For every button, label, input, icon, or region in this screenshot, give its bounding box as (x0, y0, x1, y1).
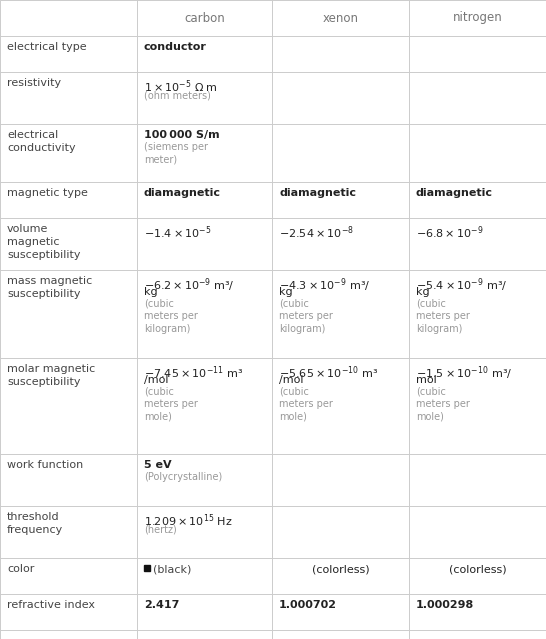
Text: $-2.54\times10^{-8}$: $-2.54\times10^{-8}$ (279, 224, 354, 241)
Text: refractive index: refractive index (7, 600, 95, 610)
Text: (cubic
meters per
kilogram): (cubic meters per kilogram) (416, 299, 470, 334)
Text: kg: kg (144, 287, 158, 297)
Text: /mol: /mol (144, 375, 169, 385)
Text: kg: kg (279, 287, 293, 297)
Text: $-1.4\times10^{-5}$: $-1.4\times10^{-5}$ (144, 224, 212, 241)
Text: diamagnetic: diamagnetic (416, 188, 493, 198)
Text: kg: kg (416, 287, 430, 297)
Text: work function: work function (7, 460, 83, 470)
Text: threshold
frequency: threshold frequency (7, 512, 63, 535)
Text: electrical
conductivity: electrical conductivity (7, 130, 76, 153)
Text: 2.417: 2.417 (144, 600, 180, 610)
Text: $-5.4\times10^{-9}$ m³/: $-5.4\times10^{-9}$ m³/ (416, 276, 507, 293)
Text: magnetic type: magnetic type (7, 188, 88, 198)
Text: nitrogen: nitrogen (453, 12, 502, 24)
Text: (colorless): (colorless) (449, 564, 506, 574)
Text: 5 eV: 5 eV (144, 460, 171, 470)
Text: (colorless): (colorless) (312, 564, 369, 574)
Text: 1.000702: 1.000702 (279, 600, 337, 610)
Text: (cubic
meters per
mole): (cubic meters per mole) (144, 387, 198, 422)
Text: (ohm meters): (ohm meters) (144, 90, 211, 100)
Text: carbon: carbon (184, 12, 225, 24)
Text: /mol: /mol (279, 375, 304, 385)
Text: resistivity: resistivity (7, 78, 61, 88)
Text: $-7.45\times10^{-11}$ m³: $-7.45\times10^{-11}$ m³ (144, 364, 243, 381)
Text: color: color (7, 564, 34, 574)
Text: $-6.2\times10^{-9}$ m³/: $-6.2\times10^{-9}$ m³/ (144, 276, 235, 293)
Text: $-6.8\times10^{-9}$: $-6.8\times10^{-9}$ (416, 224, 484, 241)
Text: conductor: conductor (144, 42, 207, 52)
Text: $-1.5\times10^{-10}$ m³/: $-1.5\times10^{-10}$ m³/ (416, 364, 512, 381)
Text: diamagnetic: diamagnetic (144, 188, 221, 198)
Text: volume
magnetic
susceptibility: volume magnetic susceptibility (7, 224, 80, 261)
Text: electrical type: electrical type (7, 42, 87, 52)
Text: (cubic
meters per
mole): (cubic meters per mole) (416, 387, 470, 422)
Text: (Polycrystalline): (Polycrystalline) (144, 472, 222, 482)
Bar (144, 565, 150, 571)
Text: (hertz): (hertz) (144, 524, 177, 534)
Text: molar magnetic
susceptibility: molar magnetic susceptibility (7, 364, 95, 387)
Text: (cubic
meters per
kilogram): (cubic meters per kilogram) (144, 299, 198, 334)
Text: $1.209\times10^{15}$ Hz: $1.209\times10^{15}$ Hz (144, 512, 233, 528)
Text: $1\times10^{-5}$ Ω m: $1\times10^{-5}$ Ω m (144, 78, 217, 95)
Text: mass magnetic
susceptibility: mass magnetic susceptibility (7, 276, 92, 299)
Text: 1.000298: 1.000298 (416, 600, 474, 610)
Text: mol: mol (416, 375, 437, 385)
Text: (siemens per
meter): (siemens per meter) (144, 142, 208, 164)
Text: xenon: xenon (323, 12, 359, 24)
Text: diamagnetic: diamagnetic (279, 188, 356, 198)
Text: 100 000 S/m: 100 000 S/m (144, 130, 219, 140)
Text: (black): (black) (153, 564, 192, 574)
Text: (cubic
meters per
mole): (cubic meters per mole) (279, 387, 333, 422)
Text: (cubic
meters per
kilogram): (cubic meters per kilogram) (279, 299, 333, 334)
Text: $-4.3\times10^{-9}$ m³/: $-4.3\times10^{-9}$ m³/ (279, 276, 370, 293)
Text: $-5.65\times10^{-10}$ m³: $-5.65\times10^{-10}$ m³ (279, 364, 378, 381)
